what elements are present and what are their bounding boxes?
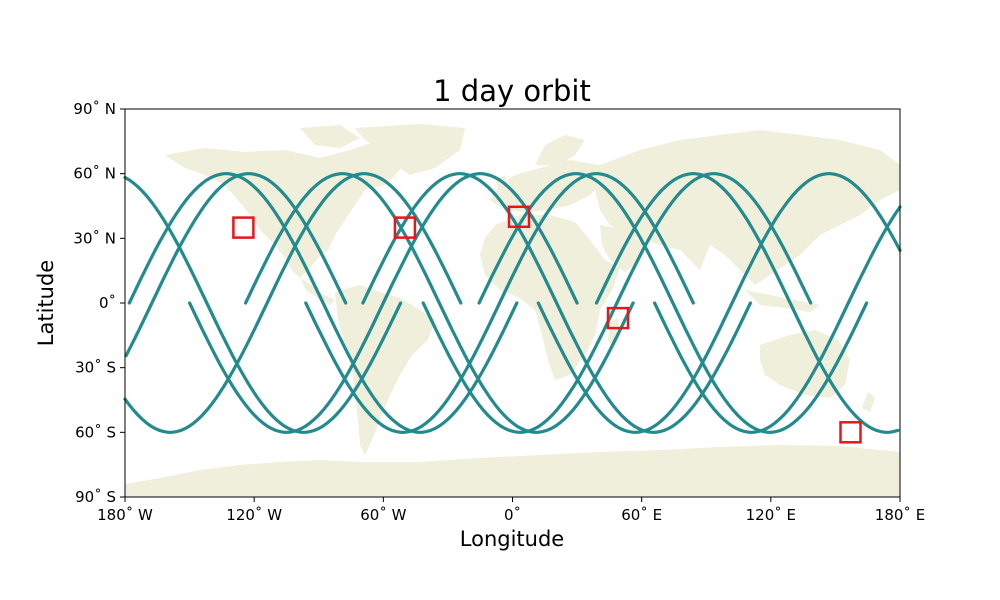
descending-track-4 <box>477 172 869 434</box>
orbit-tracks <box>123 172 902 434</box>
highlight-boxes <box>232 205 862 444</box>
ascending-track-2 <box>188 172 579 434</box>
highlight-box-0 <box>232 216 255 239</box>
madagascar-land <box>608 318 620 350</box>
highlight-box-4 <box>839 421 862 444</box>
map-background <box>125 109 900 497</box>
asia-land <box>595 130 900 285</box>
descending-track-0 <box>123 175 403 434</box>
x-tick-label-6: 180˚ E <box>875 506 925 524</box>
southeast-asia-islands-land <box>745 290 820 312</box>
y-tick-label-4: 30˚ S <box>75 359 116 377</box>
new-zealand-land <box>862 392 875 412</box>
descending-track-1 <box>127 172 519 434</box>
y-axis-label: Latitude <box>34 260 58 346</box>
africa-land <box>480 215 620 380</box>
highlight-box-3 <box>606 306 630 330</box>
x-axis-label: Longitude <box>460 527 564 551</box>
x-tick-label-1: 120˚ W <box>226 506 282 524</box>
x-tick-label-4: 60˚ E <box>621 506 662 524</box>
ascending-track-4 <box>421 172 813 434</box>
ascending-track-5 <box>536 172 902 434</box>
x-tick-label-0: 180˚ W <box>97 506 153 524</box>
canada-islands-land <box>300 125 360 148</box>
y-tick-label-5: 60˚ S <box>75 423 116 441</box>
highlight-box-2 <box>507 205 531 229</box>
antarctica-land <box>125 445 900 497</box>
ascending-track-3 <box>304 172 695 434</box>
south-america-land <box>335 285 435 455</box>
y-tick-label-2: 30˚ N <box>73 229 116 247</box>
highlight-box-1 <box>393 216 417 239</box>
chart-title: 1 day orbit <box>433 74 591 108</box>
japan-land <box>812 195 828 225</box>
descending-track-5 <box>594 172 900 434</box>
x-tick-label-2: 60˚ W <box>360 506 406 524</box>
scandinavia-land <box>535 135 585 165</box>
y-tick-label-0: 90˚ N <box>73 100 116 118</box>
ascending-track-6 <box>652 205 902 434</box>
y-tick-label-6: 90˚ S <box>75 488 116 506</box>
descending-track-3 <box>361 172 753 434</box>
y-axis-ticks: 90˚ N 60˚ N 30˚ N 0˚ 30˚ S 60˚ S 90˚ S <box>73 100 125 506</box>
y-tick-label-3: 0˚ <box>99 294 116 312</box>
y-tick-label-1: 60˚ N <box>73 165 116 183</box>
x-axis-ticks: 180˚ W 120˚ W 60˚ W 0˚ 60˚ E 120˚ E 180˚ E <box>97 497 925 524</box>
greenland-land <box>355 124 465 175</box>
x-tick-label-5: 120˚ E <box>746 506 796 524</box>
x-tick-label-3: 0˚ <box>504 506 521 524</box>
descending-track-2 <box>244 172 635 434</box>
ascending-track-1 <box>123 172 463 434</box>
